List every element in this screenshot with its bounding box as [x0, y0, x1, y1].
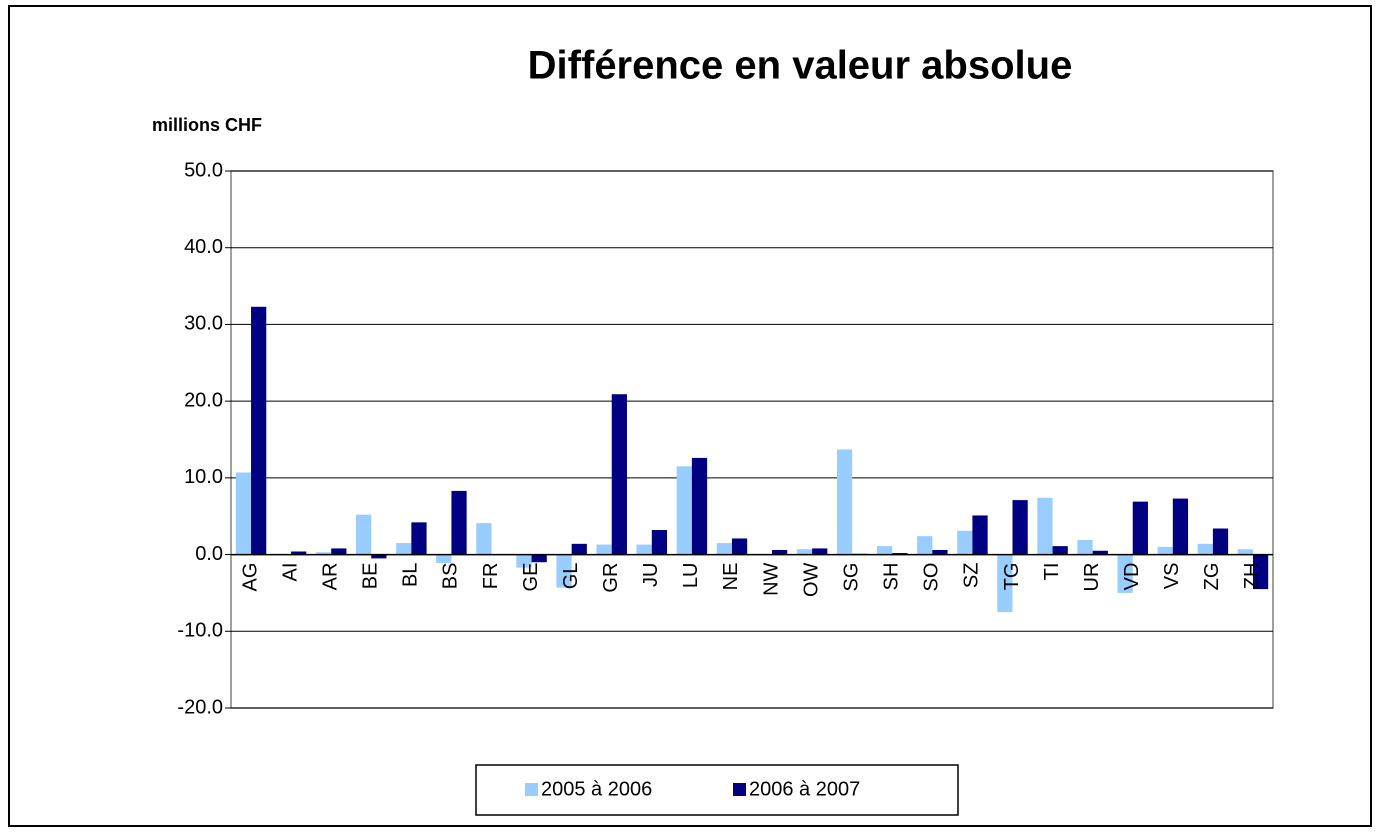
- legend-label: 2006 à 2007: [749, 778, 860, 800]
- x-tick-label: ZH: [1241, 563, 1263, 590]
- bar: [1052, 546, 1068, 555]
- y-axis-label: millions CHF: [152, 115, 262, 135]
- bar: [836, 449, 853, 555]
- bar: [476, 523, 492, 555]
- legend: [475, 764, 959, 816]
- y-tick-label: 0.0: [195, 543, 223, 565]
- bar: [396, 543, 412, 555]
- x-tick-label: UR: [1081, 563, 1103, 592]
- bar: [1237, 549, 1253, 555]
- bar: [1077, 539, 1093, 555]
- bar: [451, 490, 467, 555]
- bar: [932, 549, 948, 555]
- chart-border: [8, 5, 1372, 827]
- bar: [531, 554, 547, 563]
- bar: [917, 536, 933, 555]
- bar: [1012, 500, 1028, 555]
- bar: [636, 544, 652, 555]
- x-tick-label: SZ: [961, 563, 983, 589]
- x-tick-label: SG: [840, 563, 862, 592]
- bar: [1092, 550, 1108, 555]
- x-tick-label: JU: [640, 563, 662, 587]
- x-tick-label: NE: [720, 563, 742, 591]
- x-tick-label: OW: [800, 562, 822, 597]
- x-tick-label: GR: [600, 563, 622, 593]
- bar: [356, 514, 372, 555]
- bar: [1197, 543, 1213, 555]
- bar: [772, 549, 788, 555]
- legend-swatch: [525, 783, 538, 796]
- bar: [651, 530, 668, 555]
- bar: [596, 544, 612, 555]
- bar: [957, 530, 973, 555]
- bar: [796, 549, 813, 555]
- y-tick-label: -10.0: [177, 620, 223, 642]
- bar: [315, 552, 332, 555]
- bar: [436, 554, 452, 564]
- x-tick-label: AR: [319, 563, 341, 591]
- bar: [1132, 501, 1148, 555]
- y-tick-label: 40.0: [184, 236, 223, 258]
- bar: [556, 554, 572, 588]
- y-tick-label: 10.0: [184, 466, 223, 488]
- bar: [731, 538, 748, 555]
- bar: [1037, 497, 1053, 555]
- x-tick-label: SH: [881, 563, 903, 591]
- x-tick-label: FR: [480, 563, 502, 590]
- x-tick-label: VD: [1121, 563, 1143, 591]
- bar: [611, 394, 627, 555]
- bar: [516, 554, 532, 568]
- y-tick-label: -20.0: [177, 696, 223, 718]
- x-tick-label: TG: [1001, 563, 1023, 591]
- x-tick-label: TI: [1041, 563, 1063, 581]
- x-tick-label: AG: [239, 563, 261, 592]
- bar: [1172, 498, 1189, 555]
- x-tick-label: NW: [760, 562, 782, 595]
- x-tick-label: GE: [520, 563, 542, 592]
- x-tick-label: SO: [921, 563, 943, 592]
- y-tick-label: 50.0: [184, 159, 223, 181]
- bar: [1252, 554, 1269, 590]
- bar: [716, 543, 732, 555]
- y-tick-label: 30.0: [184, 313, 223, 335]
- legend-swatch: [733, 783, 746, 796]
- x-tick-label: BL: [400, 563, 422, 587]
- bar: [676, 466, 692, 555]
- x-tick-label: GL: [560, 563, 582, 590]
- bar: [1212, 528, 1229, 555]
- bar: [1117, 554, 1133, 593]
- x-tick-label: AI: [279, 563, 301, 582]
- legend-label: 2005 à 2006: [541, 778, 652, 800]
- x-tick-label: ZG: [1201, 563, 1223, 591]
- y-tick-label: 20.0: [184, 389, 223, 411]
- bar: [411, 522, 427, 555]
- bar: [997, 554, 1013, 613]
- x-tick-label: BE: [360, 563, 382, 590]
- bar: [291, 551, 307, 555]
- bar: [812, 548, 828, 555]
- bar: [251, 306, 267, 555]
- bar: [1157, 546, 1173, 555]
- bar: [691, 457, 708, 555]
- bar: [892, 553, 908, 555]
- bar: [235, 472, 252, 555]
- chart-title: Différence en valeur absolue: [528, 44, 1073, 88]
- bar: [331, 548, 347, 555]
- x-tick-label: BS: [440, 563, 462, 590]
- x-tick-label: LU: [680, 563, 702, 589]
- bar: [972, 515, 988, 555]
- x-tick-label: VS: [1161, 563, 1183, 590]
- bar: [371, 554, 387, 559]
- bar: [877, 546, 893, 555]
- bar: [571, 543, 587, 555]
